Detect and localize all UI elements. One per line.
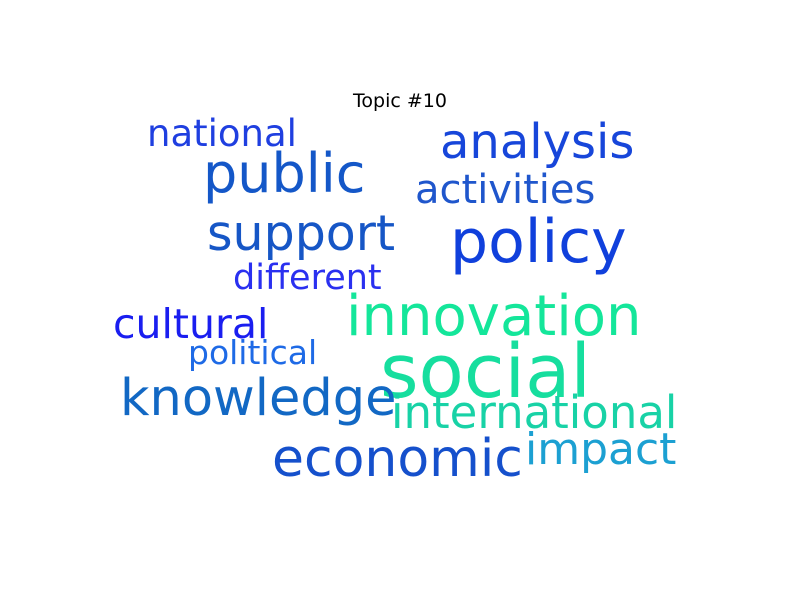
word-economic: economic bbox=[272, 429, 523, 489]
word-impact: impact bbox=[525, 424, 676, 475]
word-different: different bbox=[233, 258, 382, 298]
word-support: support bbox=[207, 205, 395, 262]
figure-title: Topic #10 bbox=[353, 90, 447, 112]
word-analysis: analysis bbox=[440, 114, 634, 170]
word-social: social bbox=[380, 329, 591, 415]
word-policy: policy bbox=[450, 207, 627, 277]
word-national: national bbox=[147, 112, 297, 155]
word-innovation: innovation bbox=[346, 284, 642, 349]
word-activities: activities bbox=[415, 167, 595, 213]
word-international: international bbox=[391, 386, 677, 439]
word-political: political bbox=[188, 333, 317, 372]
word-knowledge: knowledge bbox=[120, 369, 396, 428]
word-cultural: cultural bbox=[113, 300, 268, 348]
word-public: public bbox=[203, 142, 365, 205]
